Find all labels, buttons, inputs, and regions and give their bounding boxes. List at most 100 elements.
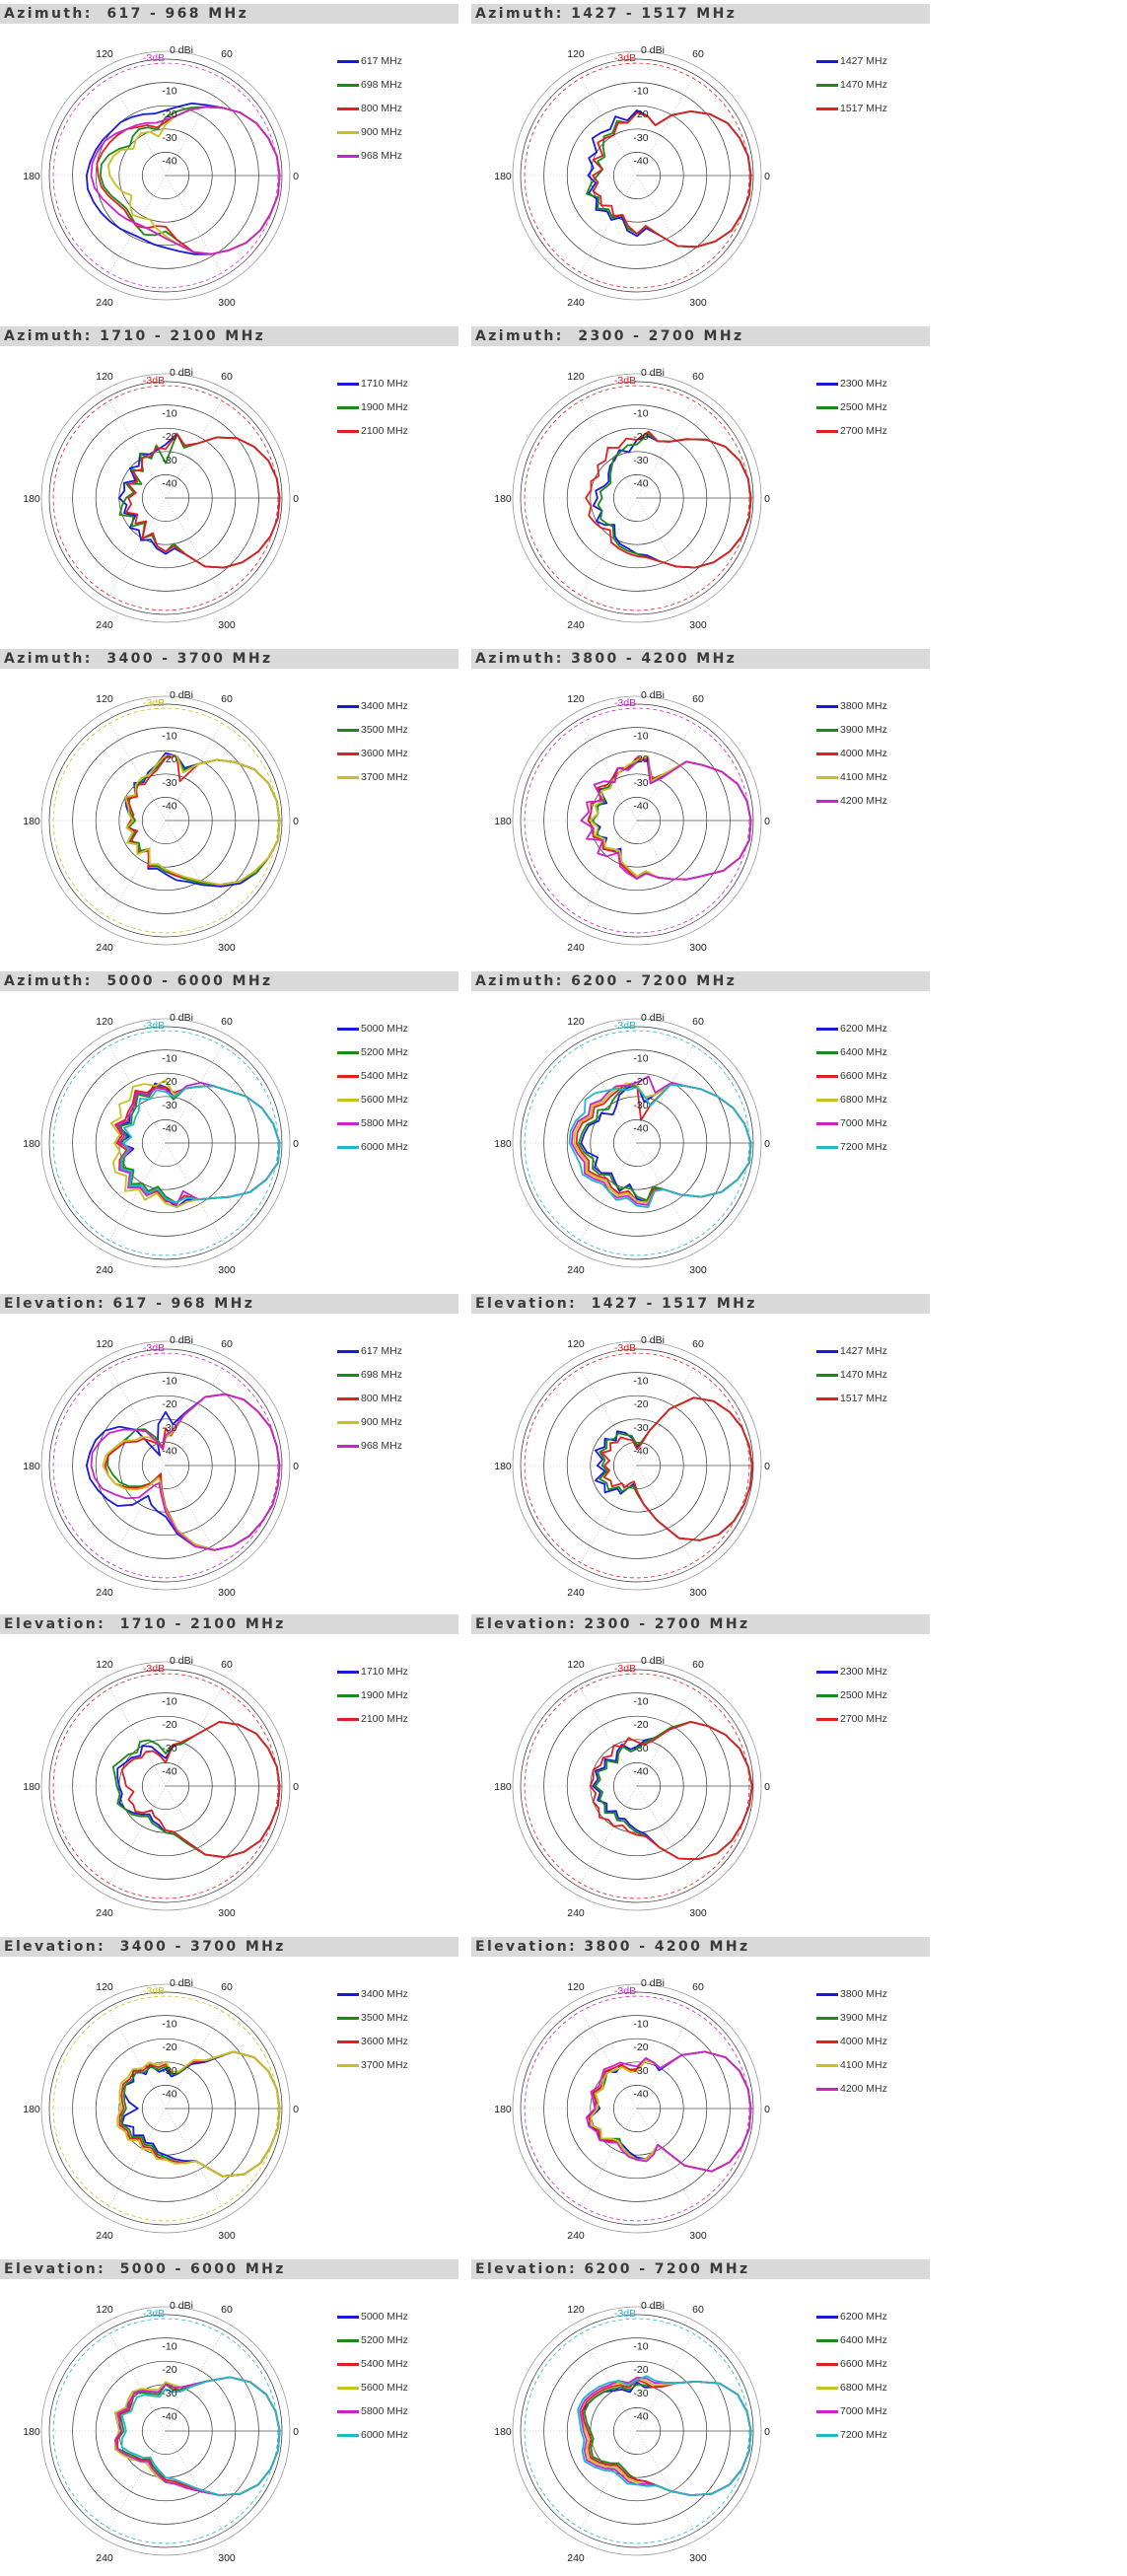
series-line: [107, 106, 281, 255]
legend-label: 5000 MHz: [361, 2311, 408, 2323]
legend-label: 3800 MHz: [840, 700, 887, 712]
series-line: [116, 2050, 281, 2178]
unit-label: 0 dBi: [170, 689, 193, 701]
angle-tick-label: 120: [567, 48, 585, 60]
grid-spoke: [636, 1142, 696, 1245]
ref-3db-label: -3dB: [143, 1985, 165, 1997]
legend-swatch: [816, 2039, 838, 2043]
unit-label: 0 dBi: [170, 1012, 193, 1024]
panel-title: Elevation: 1710 - 2100 MHz: [4, 1616, 286, 1632]
legend-swatch: [816, 1074, 838, 1078]
legend-label: 4200 MHz: [840, 2083, 887, 2095]
series-line: [120, 2376, 281, 2496]
legend-label: 2300 MHz: [840, 1666, 887, 1678]
legend: 5000 MHz 5200 MHz 5400 MHz 5600 MHz 5800 MHz…: [337, 2305, 408, 2447]
panel-header: Azimuth: 5000 - 6000 MHz: [0, 971, 458, 991]
ref-3db-label: -3dB: [143, 1663, 165, 1675]
legend-item: 5600 MHz: [337, 1088, 408, 1111]
panel-header: Elevation: 1427 - 1517 MHz: [471, 1294, 930, 1314]
legend-item: 2300 MHz: [816, 1660, 887, 1683]
legend-swatch: [337, 2039, 359, 2043]
legend-swatch: [816, 1098, 838, 1102]
legend-swatch: [816, 382, 838, 386]
angle-tick-label: 300: [218, 1264, 236, 1276]
legend-item: 2500 MHz: [816, 1683, 887, 1707]
series-line: [571, 1075, 752, 1206]
legend-label: 6000 MHz: [361, 2429, 408, 2441]
pattern-panel: Azimuth: 2300 - 2700 MHz 0 60 120 180 240 300 -…: [471, 322, 930, 643]
unit-label: 0 dBi: [641, 1655, 665, 1667]
legend-label: 6200 MHz: [840, 1023, 887, 1035]
legend-label: 3400 MHz: [361, 700, 408, 712]
radial-tick-label: -40: [633, 155, 648, 167]
legend-item: 3500 MHz: [337, 2006, 408, 2030]
legend-label: 4200 MHz: [840, 795, 887, 807]
legend-label: 6200 MHz: [840, 2311, 887, 2323]
panel-title: Azimuth: 3400 - 3700 MHz: [4, 651, 273, 667]
legend-swatch: [816, 2016, 838, 2020]
grid-ring: [40, 1018, 291, 1268]
legend-swatch: [816, 704, 838, 708]
radial-tick-label: -20: [633, 108, 648, 120]
legend-label: 1710 MHz: [361, 378, 408, 390]
legend-label: 4100 MHz: [840, 2059, 887, 2071]
series-line: [595, 1396, 753, 1541]
ref-3db-label: -3dB: [143, 2308, 165, 2320]
angle-tick-label: 300: [218, 1587, 236, 1599]
legend-item: 6800 MHz: [816, 1088, 887, 1111]
legend-label: 5800 MHz: [361, 2405, 408, 2417]
radial-tick-label: -20: [633, 431, 648, 443]
legend-item: 7200 MHz: [816, 2423, 887, 2447]
angle-tick-label: 0: [764, 493, 770, 505]
legend-label: 617 MHz: [361, 1345, 403, 1357]
legend-swatch: [816, 429, 838, 433]
radial-tick-label: -10: [162, 2019, 176, 2031]
legend-swatch: [816, 2338, 838, 2342]
series-line: [586, 2050, 752, 2173]
legend-swatch: [816, 2433, 838, 2437]
legend-label: 5200 MHz: [361, 2334, 408, 2346]
legend: 1710 MHz 1900 MHz 2100 MHz: [337, 372, 408, 443]
angle-tick-label: 240: [96, 1907, 113, 1919]
legend-item: 3600 MHz: [337, 2030, 408, 2053]
legend: 3800 MHz 3900 MHz 4000 MHz 4100 MHz 4200 MHz: [816, 694, 887, 813]
grid-spoke: [106, 1684, 167, 1787]
radial-tick-label: -10: [162, 1376, 176, 1388]
legend-item: 6800 MHz: [816, 2376, 887, 2399]
angle-tick-label: 300: [689, 1907, 707, 1919]
legend-label: 6000 MHz: [361, 1141, 408, 1153]
legend-label: 3500 MHz: [361, 724, 408, 736]
radial-tick-label: -20: [633, 1398, 648, 1410]
legend-swatch: [816, 1992, 838, 1996]
angle-tick-label: 180: [494, 493, 512, 505]
grid-ring: [40, 1983, 291, 2234]
polar-plot: 0 60 120 180 240 300 -10 -20 -30 -40 0 dBi -3dB: [494, 689, 770, 954]
legend-item: 4200 MHz: [816, 789, 887, 813]
angle-tick-label: 180: [23, 2426, 40, 2438]
pattern-panel: Azimuth: 617 - 968 MHz 0 60 120 180 240 300 -10…: [0, 0, 458, 321]
legend-swatch: [337, 130, 359, 134]
legend-label: 2100 MHz: [361, 425, 408, 437]
series-line: [600, 1396, 753, 1541]
angle-tick-label: 120: [96, 1016, 113, 1028]
unit-label: 0 dBi: [170, 44, 193, 56]
radial-tick-label: -20: [633, 2041, 648, 2053]
panel-title: Azimuth: 617 - 968 MHz: [4, 6, 249, 22]
angle-tick-label: 240: [567, 619, 585, 631]
legend-label: 2500 MHz: [840, 1689, 887, 1701]
legend-label: 5400 MHz: [361, 1070, 408, 1082]
legend-swatch: [337, 59, 359, 63]
angle-tick-label: 120: [96, 693, 113, 705]
polar-plot: 0 60 120 180 240 300 -10 -20 -30 -40 0 dBi -3dB: [494, 367, 770, 631]
angle-tick-label: 120: [567, 371, 585, 383]
legend-item: 1470 MHz: [816, 1363, 887, 1387]
radial-tick-label: -40: [162, 1122, 176, 1134]
grid-spoke: [165, 1142, 225, 1245]
angle-tick-label: 240: [567, 297, 585, 309]
polar-plot: 0 60 120 180 240 300 -10 -20 -30 -40 0 dBi -3dB: [494, 1977, 770, 2242]
legend: 617 MHz 698 MHz 800 MHz 900 MHz 968 MHz: [337, 49, 402, 168]
legend-item: 2500 MHz: [816, 395, 887, 419]
legend-item: 3900 MHz: [816, 2006, 887, 2030]
legend-item: 6000 MHz: [337, 2423, 408, 2447]
panel-header: Elevation: 617 - 968 MHz: [0, 1294, 458, 1314]
